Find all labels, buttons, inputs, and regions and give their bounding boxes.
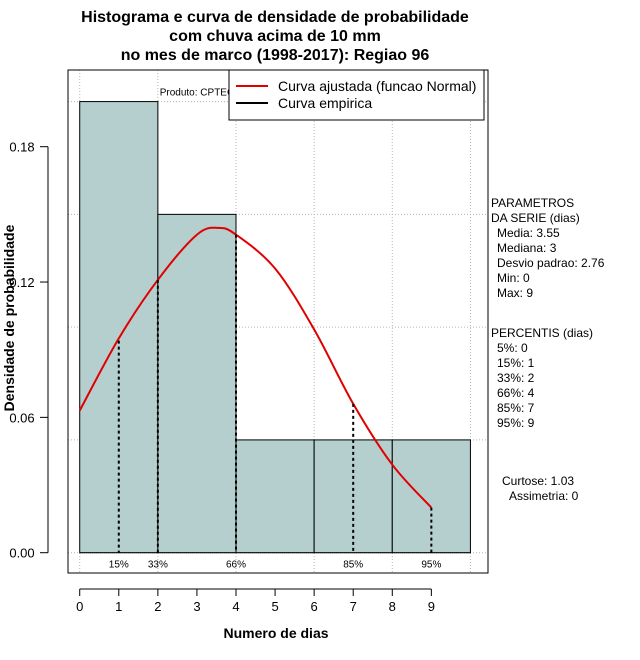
shape-line-1: Curtose: 1.03 [502,474,574,488]
y-tick-label-3: 0.12 [9,275,34,290]
chart-title-line-2: com chuva acima de 10 mm [169,28,381,45]
param-line-3: Media: 3.55 [497,226,560,240]
percentile-label-2: 33% [148,560,168,571]
histogram-bar-5 [391,439,471,554]
percentil-line-4: 33%: 2 [497,371,535,385]
param-line-1: PARAMETROS [491,196,574,210]
x-tick-label-10: 9 [428,599,435,614]
param-line-4: Mediana: 3 [497,241,557,255]
x-tick-label-7: 6 [311,599,318,614]
param-line-6: Min: 0 [497,271,530,285]
product-label: Produto: CPTEC/INPE [160,88,261,99]
percentil-line-1: PERCENTIS (dias) [491,326,593,340]
param-line-7: Max: 9 [497,286,533,300]
y-axis-label: Densidade de probabilidade [1,224,17,411]
percentile-markers: 15% 33% 66% 85% 95% [109,234,441,571]
x-tick-label-5: 4 [232,599,239,614]
axes: 0.00 0.06 0.12 0.18 0 1 2 3 4 5 6 7 8 9 Numero de dias… [1,69,489,641]
histogram-bar-2 [157,213,237,554]
x-tick-label-8: 7 [350,599,357,614]
percentil-line-6: 85%: 7 [497,401,535,415]
legend-label-2: Curva empirica [278,95,372,111]
percentil-line-7: 95%: 9 [497,416,535,430]
histogram-bars: Produto: CPTEC/INPE [79,88,471,554]
x-tick-label-4: 3 [193,599,200,614]
x-tick-label-1: 0 [76,599,83,614]
percentile-label-5: 95% [421,560,441,571]
histogram-bar-3 [235,439,315,554]
percentile-label-1: 15% [109,560,129,571]
param-line-2: DA SERIE (dias) [491,211,580,225]
legend: Curva ajustada (funcao Normal)Curva empi… [228,69,485,121]
chart-title-line-3: no mes de marco (1998-2017): Regiao 96 [121,47,430,64]
x-axis-label: Numero de dias [223,625,328,641]
x-tick-label-2: 1 [115,599,122,614]
shape-line-2: Assimetria: 0 [509,489,579,503]
y-tick-label-1: 0.00 [9,546,34,561]
percentil-line-3: 15%: 1 [497,356,535,370]
legend-label-1: Curva ajustada (funcao Normal) [278,78,476,94]
param-line-5: Desvio padrao: 2.76 [497,256,605,270]
chart-title-line-1: Histograma e curva de densidade de proba… [81,9,469,26]
histogram-bar-1 [79,101,159,554]
x-tick-label-3: 2 [154,599,161,614]
x-tick-label-9: 8 [389,599,396,614]
legend-box [228,69,485,121]
percentile-label-4: 85% [343,560,363,571]
y-tick-label-2: 0.06 [9,410,34,425]
y-tick-label-4: 0.18 [9,140,34,155]
x-tick-label-6: 5 [271,599,278,614]
percentile-label-3: 66% [226,560,246,571]
percentil-line-5: 66%: 4 [497,386,535,400]
chart-title: Histograma e curva de densidade de proba… [81,9,469,64]
percentil-line-2: 5%: 0 [497,341,528,355]
